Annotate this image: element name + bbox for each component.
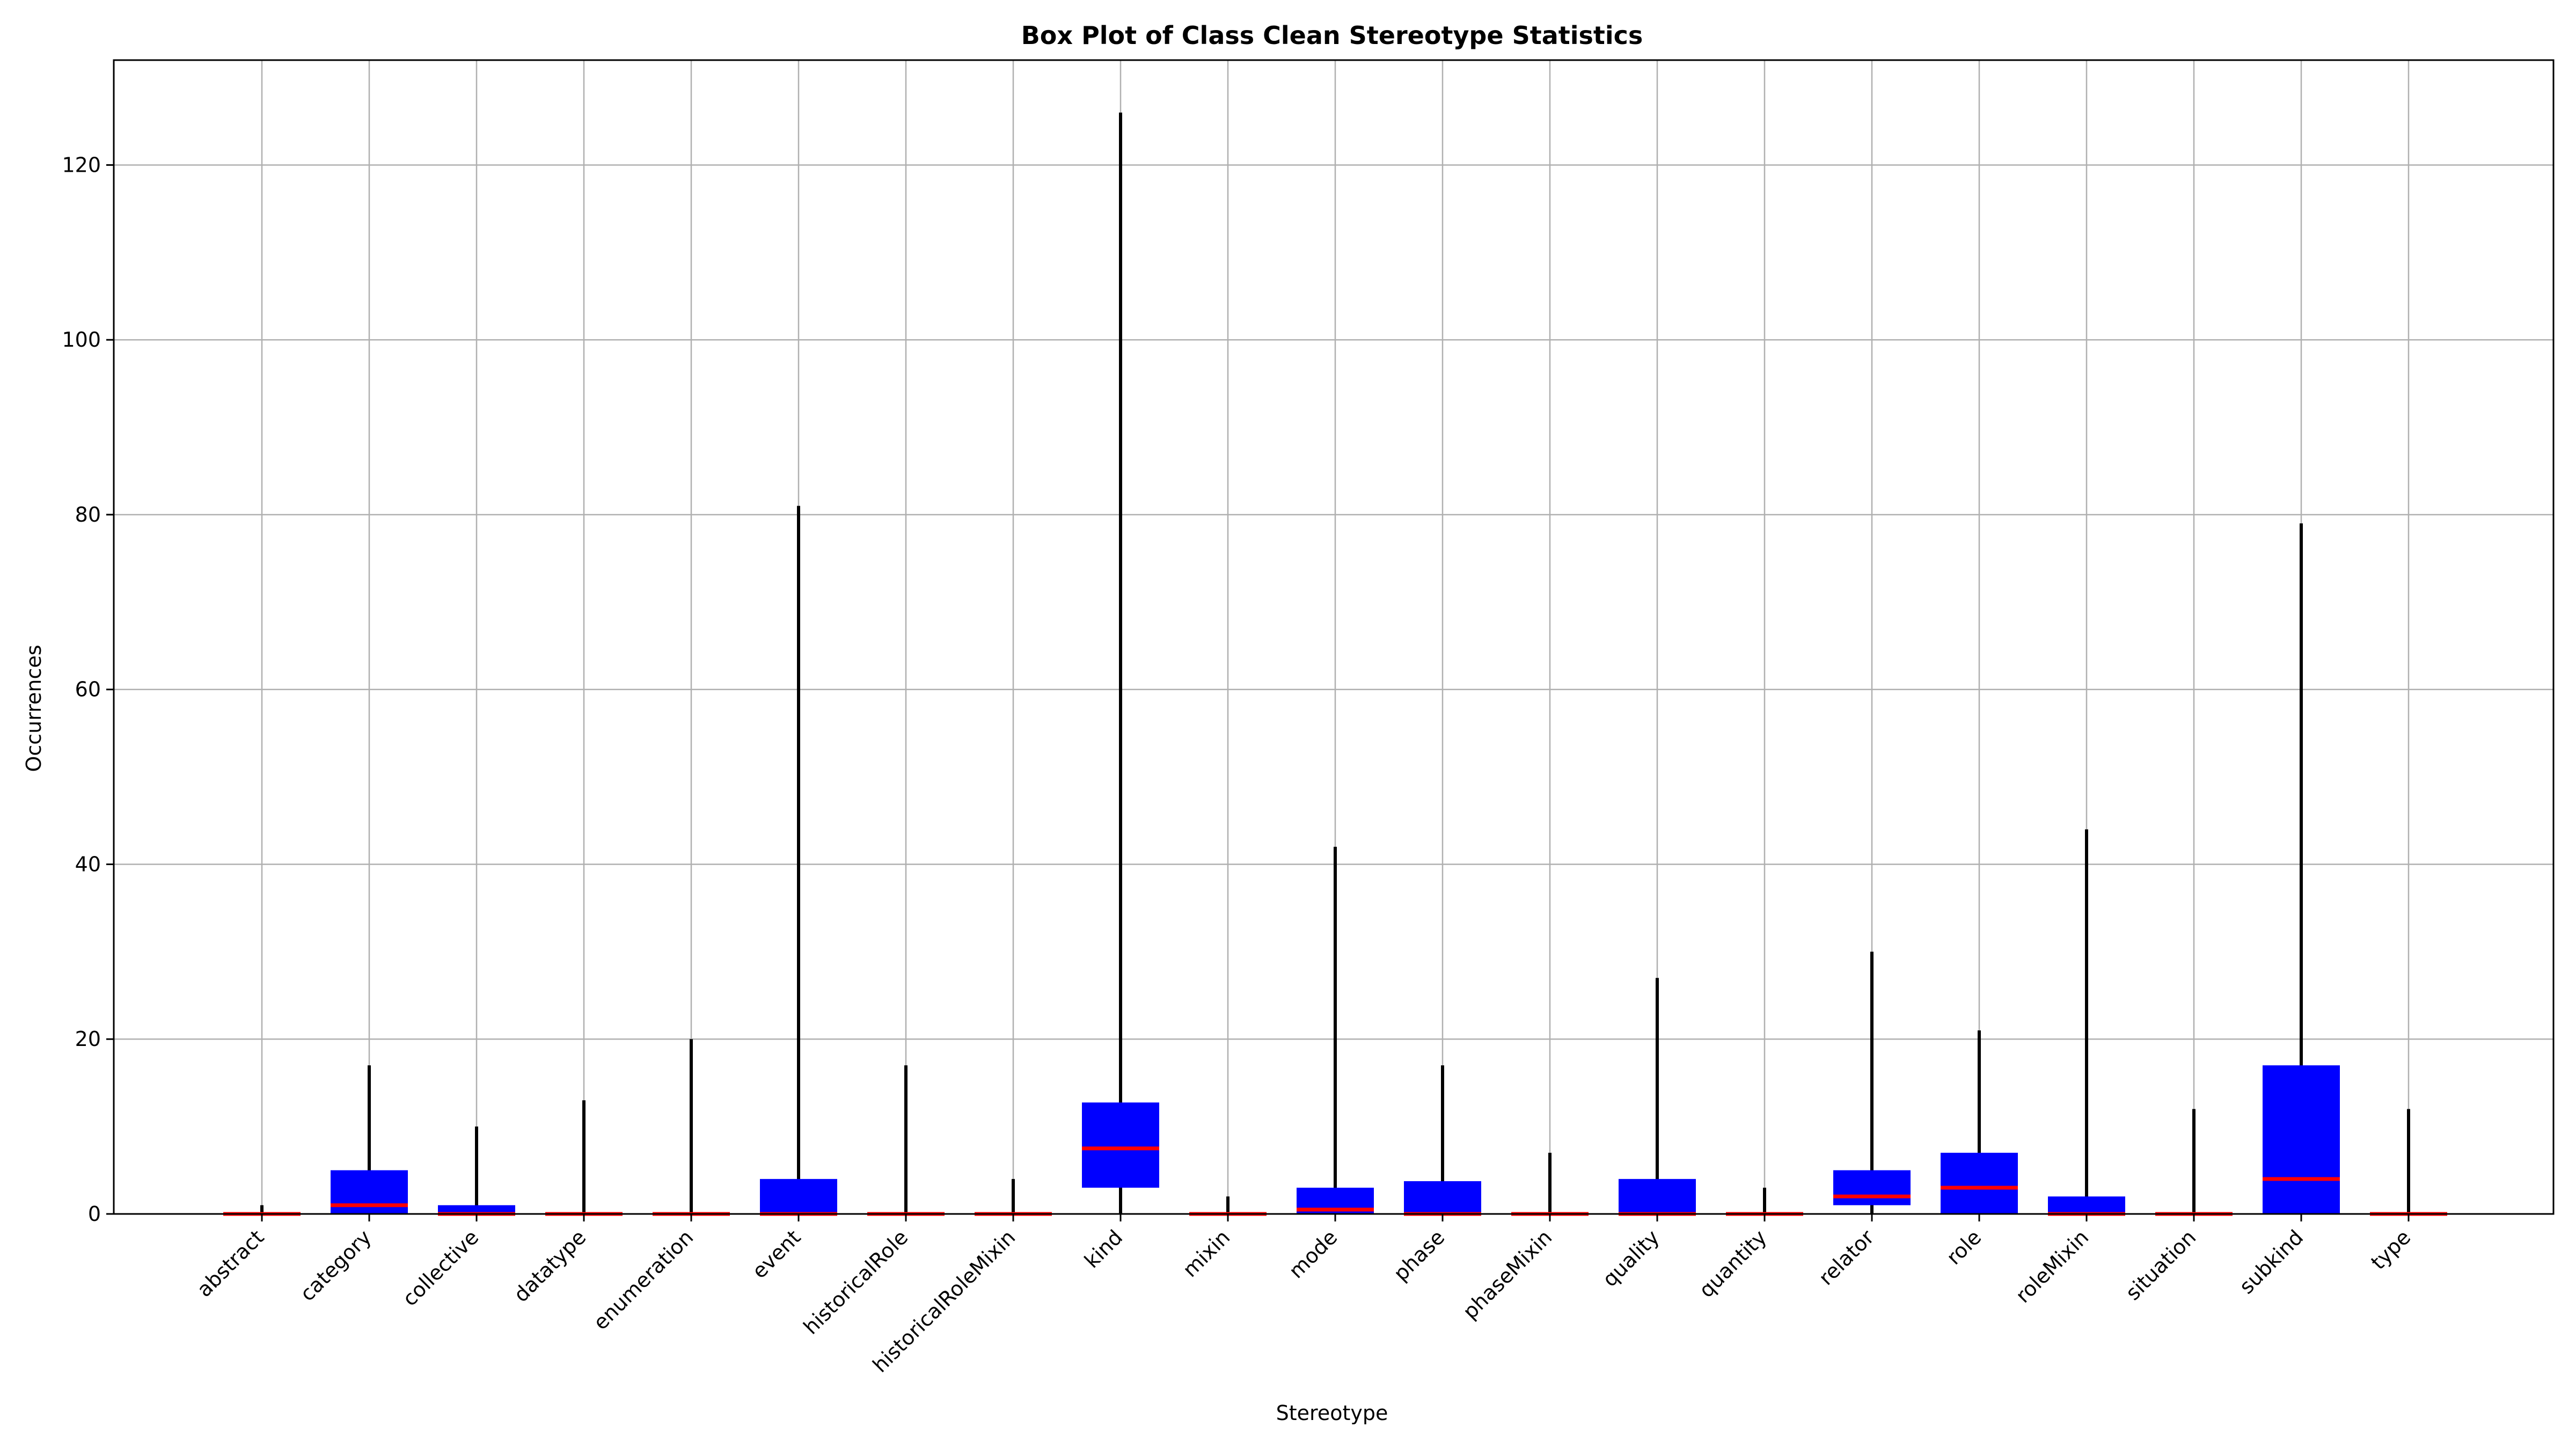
- x-tick-label-datatype: datatype: [509, 1225, 591, 1307]
- y-tick-label: 60: [75, 678, 101, 701]
- x-tick-label-roleMixin: roleMixin: [2011, 1225, 2093, 1307]
- x-tick-label-quantity: quantity: [1694, 1225, 1771, 1302]
- x-tick-label-mode: mode: [1284, 1225, 1342, 1283]
- x-tick-label-type: type: [2366, 1225, 2415, 1274]
- x-tick-label-role: role: [1942, 1225, 1986, 1269]
- y-tick-label: 40: [75, 852, 101, 876]
- y-axis-ticks: 0 20 40 60 80 100 120: [62, 153, 114, 1226]
- y-tick-label: 100: [62, 328, 101, 352]
- box-roleMixin: [2048, 1196, 2125, 1214]
- y-tick-label: 0: [88, 1202, 101, 1226]
- box-event: [760, 1179, 837, 1214]
- box-collective: [438, 1205, 515, 1214]
- x-tick-label-mixin: mixin: [1178, 1225, 1234, 1282]
- x-tick-label-event: event: [748, 1225, 806, 1283]
- box-kind: [1082, 1102, 1159, 1188]
- x-tick-label-phase: phase: [1389, 1225, 1449, 1285]
- x-tick-label-subkind: subkind: [2235, 1225, 2308, 1298]
- x-tick-label-phaseMixin: phaseMixin: [1458, 1225, 1556, 1323]
- x-axis-label: Stereotype: [1276, 1401, 1388, 1425]
- y-tick-label: 80: [75, 503, 101, 526]
- y-tick-label: 20: [75, 1027, 101, 1051]
- x-tick-label-quality: quality: [1598, 1225, 1664, 1291]
- x-tick-label-category: category: [295, 1225, 376, 1306]
- box-role: [1941, 1152, 2018, 1214]
- plot-area-frame: [113, 59, 2555, 1215]
- x-tick-label-collective: collective: [398, 1225, 483, 1311]
- box-category: [331, 1170, 408, 1214]
- box-phase: [1404, 1181, 1481, 1214]
- box-subkind: [2263, 1065, 2340, 1214]
- x-tick-label-situation: situation: [2121, 1225, 2200, 1305]
- y-axis-label: Occurrences: [22, 645, 46, 772]
- chart-title: Box Plot of Class Clean Stereotype Stati…: [1021, 21, 1643, 50]
- x-axis-ticks: abstract category collective datatypeenumer…: [192, 1214, 2415, 1377]
- x-tick-label-historicalRole: historicalRole: [799, 1225, 913, 1339]
- box-series: [223, 112, 2447, 1216]
- x-tick-label-abstract: abstract: [192, 1225, 268, 1301]
- x-tick-label-enumeration: enumeration: [589, 1225, 698, 1334]
- box-quality: [1619, 1179, 1696, 1214]
- x-tick-label-kind: kind: [1080, 1225, 1127, 1272]
- box-relator: [1833, 1170, 1911, 1205]
- y-tick-label: 120: [62, 153, 101, 177]
- x-tick-label-relator: relator: [1814, 1225, 1878, 1290]
